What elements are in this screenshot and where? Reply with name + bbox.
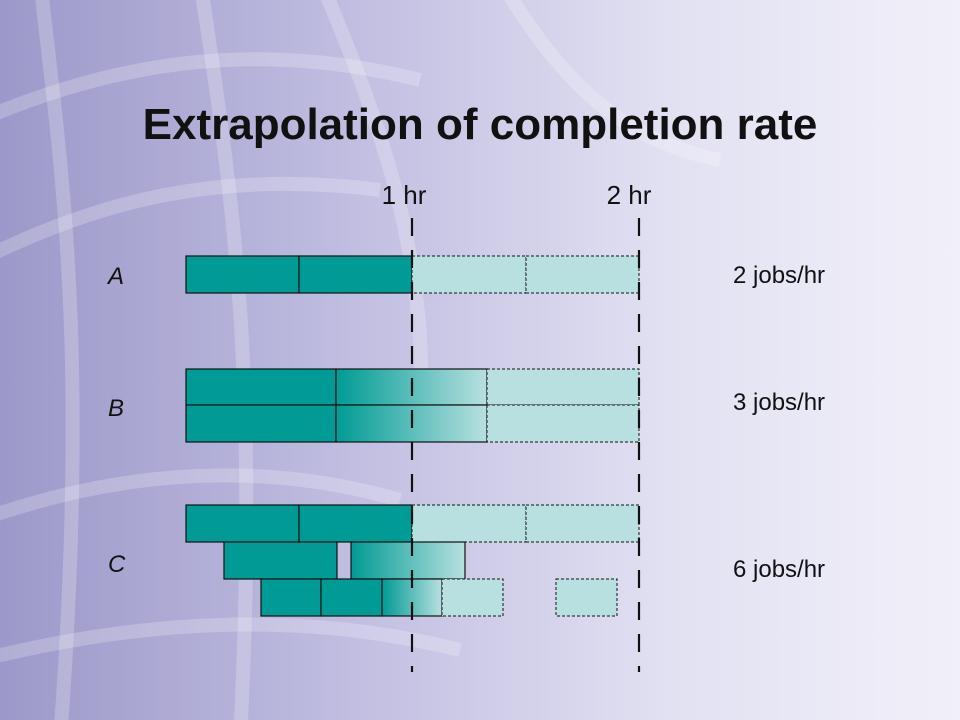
job-b-4 [185,404,337,443]
job-c-11 [555,578,618,617]
rate-label-b: 3 jobs/hr [733,389,826,416]
row-label-b: B [108,395,125,422]
job-b-6 [486,404,640,443]
job-b-3 [486,368,640,406]
job-c-8 [320,578,383,617]
job-c-5 [223,541,338,580]
tick-label-2hr: 2 hr [606,180,652,210]
job-c-10 [441,578,504,617]
tick-label-1hr: 1 hr [381,180,427,210]
job-a-2 [298,255,413,294]
row-label-a: A [108,263,125,290]
job-c-6 [350,541,466,580]
job-c-2 [298,504,413,543]
job-b-1 [185,368,337,406]
job-c-3 [411,504,527,543]
job-c-1 [185,504,300,543]
job-a-3 [411,255,527,294]
rate-label-a: 2 jobs/hr [733,262,826,289]
row-a-jobs [185,255,640,294]
rate-label-c: 6 jobs/hr [733,556,826,583]
job-a-1 [185,255,300,294]
job-a-4 [525,255,640,294]
page-title: Extrapolation of completion rate [142,100,818,149]
job-c-4 [525,504,640,543]
job-c-7 [260,578,322,617]
row-label-c: C [108,551,126,578]
